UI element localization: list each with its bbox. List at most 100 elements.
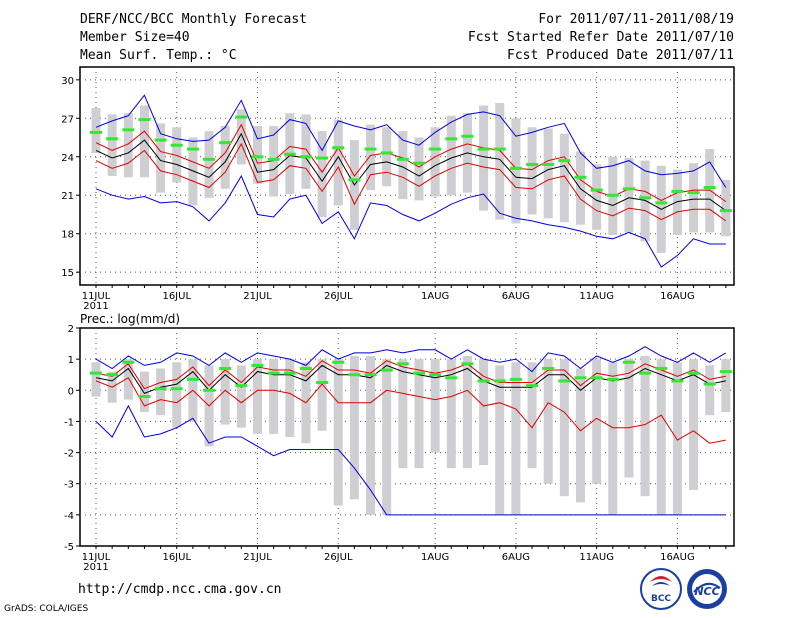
forecast-period-label: For 2011/07/11-2011/08/19 xyxy=(538,12,734,27)
y-tick-label: -3 xyxy=(64,480,74,491)
ncc-logo-text: NCC xyxy=(694,585,719,598)
observed-marker xyxy=(542,162,555,166)
observed-marker xyxy=(477,147,490,151)
observed-marker xyxy=(558,379,571,383)
observed-marker xyxy=(348,373,361,377)
spread-box xyxy=(462,356,472,469)
spread-box xyxy=(640,356,650,497)
min-member-line xyxy=(95,404,726,516)
precip-variable-label: Prec.: log(mm/d) xyxy=(80,312,180,326)
observed-marker xyxy=(719,209,732,213)
observed-marker xyxy=(429,373,442,377)
observed-marker xyxy=(219,366,232,370)
y-tick-label: 2 xyxy=(68,324,74,335)
observed-marker xyxy=(622,187,635,191)
observed-marker xyxy=(348,178,361,182)
observed-marker xyxy=(251,155,264,159)
observed-marker xyxy=(493,379,506,383)
y-tick-label: 18 xyxy=(61,230,74,241)
forecast-produced-label: Fcst Produced Date 2011/07/11 xyxy=(507,48,734,63)
observed-marker xyxy=(364,373,377,377)
x-tick-label: 16JUL xyxy=(162,552,191,563)
member-size-label: Member Size=40 xyxy=(80,30,190,45)
spread-box xyxy=(123,113,133,178)
observed-marker xyxy=(493,147,506,151)
spread-box xyxy=(672,169,682,235)
y-tick-label: 21 xyxy=(61,191,74,202)
observed-marker xyxy=(413,161,425,165)
max-member-line xyxy=(95,346,727,373)
spread-box xyxy=(366,124,376,191)
observed-marker xyxy=(170,143,183,147)
y-tick-label: 1 xyxy=(68,355,74,366)
observed-marker xyxy=(542,366,555,370)
y-tick-label: 0 xyxy=(68,386,74,397)
y-tick-label: -2 xyxy=(64,449,74,460)
observed-marker xyxy=(639,371,652,375)
observed-marker xyxy=(703,186,716,190)
spread-box xyxy=(204,131,214,198)
spread-box xyxy=(139,105,149,178)
observed-marker xyxy=(299,366,312,370)
observed-marker xyxy=(138,118,151,122)
observed-marker xyxy=(299,155,312,159)
spread-box xyxy=(640,160,650,242)
spread-box xyxy=(333,119,343,206)
y-tick-label: 24 xyxy=(61,153,74,164)
spread-box xyxy=(317,359,327,431)
observed-marker xyxy=(90,130,102,134)
observed-marker xyxy=(445,376,458,380)
observed-marker xyxy=(622,360,635,364)
x-tick-label: 26JUL xyxy=(324,552,353,563)
observed-marker xyxy=(526,162,539,166)
source-url-link[interactable]: http://cmdp.ncc.cma.gov.cn xyxy=(78,582,282,597)
x-tick-label: 26JUL xyxy=(324,291,353,302)
observed-marker xyxy=(380,368,393,372)
observed-marker xyxy=(687,191,700,195)
observed-marker xyxy=(170,387,183,391)
observed-marker xyxy=(413,371,425,375)
y-tick-label: 30 xyxy=(61,76,74,87)
spread-box xyxy=(188,137,198,206)
min-member-line xyxy=(95,174,726,268)
observed-marker xyxy=(461,362,474,366)
spread-box xyxy=(608,362,618,515)
spread-box xyxy=(317,131,327,218)
observed-marker xyxy=(703,382,716,386)
spread-box xyxy=(527,362,537,469)
observed-marker xyxy=(203,157,216,161)
observed-marker xyxy=(235,384,248,388)
spread-box xyxy=(382,127,392,187)
observed-marker xyxy=(639,196,652,200)
observed-marker xyxy=(364,147,377,151)
spread-box xyxy=(414,137,424,201)
x-tick-label: 11JUL xyxy=(82,552,111,563)
chart-title: DERF/NCC/BCC Monthly Forecast xyxy=(80,12,307,27)
x-tick-label: 1AUG xyxy=(421,552,449,563)
y-tick-label: 27 xyxy=(61,114,74,125)
observed-marker xyxy=(332,146,345,150)
observed-marker xyxy=(574,376,587,380)
spread-box xyxy=(398,131,408,200)
observed-marker xyxy=(251,363,264,367)
spread-box xyxy=(366,356,376,515)
x-tick-label: 11AUG xyxy=(579,552,614,563)
observed-marker xyxy=(380,151,393,155)
bcc-logo-text: BCC xyxy=(651,594,671,604)
observed-marker xyxy=(655,201,668,205)
observed-marker xyxy=(186,377,199,381)
observed-marker xyxy=(106,373,119,377)
observed-marker xyxy=(316,381,329,384)
x-tick-label: 16JUL xyxy=(162,291,191,302)
observed-marker xyxy=(719,370,732,374)
spread-box xyxy=(559,359,569,497)
spread-box xyxy=(721,179,731,237)
x-tick-label: 6AUG xyxy=(502,552,530,563)
observed-marker xyxy=(477,379,490,383)
spread-box xyxy=(656,359,666,515)
spread-box xyxy=(107,114,117,176)
x-tick-label: 21JUL xyxy=(243,552,272,563)
spread-box xyxy=(576,368,585,503)
